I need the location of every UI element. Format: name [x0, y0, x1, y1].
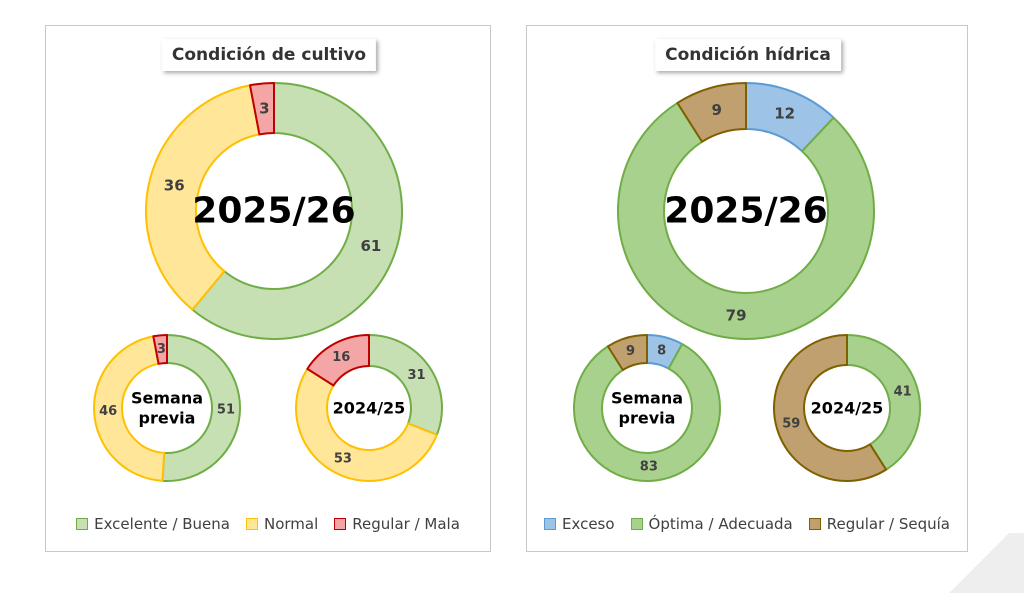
legend-item-normal: Normal	[246, 515, 318, 533]
slice-excelente-buena	[161, 334, 241, 482]
slice-normal	[93, 335, 166, 482]
slice-regular-mala	[306, 334, 370, 387]
data-label-normal: 36	[164, 176, 185, 194]
legend-label: Normal	[264, 515, 319, 533]
legend-swatch	[630, 518, 643, 530]
slice-optima-adecuada	[573, 343, 721, 482]
legend-item-optima-adecuada: Óptima / Adecuada	[630, 515, 793, 533]
data-label-regular-mala: 3	[157, 342, 166, 357]
data-label-normal: 53	[334, 452, 352, 467]
slice-regular-sequia	[773, 334, 888, 482]
donut-semana-previa: 51 46 3 Semana previa	[93, 334, 241, 482]
data-label-regular-sequia: 9	[711, 101, 721, 119]
donut-semana-previa: 8 83 9 Semana previa	[573, 334, 721, 482]
legend-swatch	[808, 518, 821, 530]
slice-normal	[295, 367, 438, 482]
legend-label: Regular / Sequía	[826, 515, 950, 533]
center-label: 2025/26	[192, 191, 355, 232]
data-label-regular-mala: 3	[259, 99, 269, 117]
crop-condition-title: Condición de cultivo	[161, 39, 377, 71]
donut-2025-26: 12 79 9 2025/26	[617, 82, 875, 340]
legend-swatch	[543, 518, 556, 530]
data-label-optima-adecuada: 83	[640, 459, 658, 474]
water-condition-legend: Exceso Óptima / Adecuada Regular / Sequí…	[527, 515, 967, 533]
legend-item-regular-sequia: Regular / Sequía	[808, 515, 950, 533]
slice-regular-mala	[152, 334, 168, 365]
data-label-excelente-buena: 51	[217, 402, 235, 417]
data-label-optima-adecuada: 41	[894, 384, 912, 399]
crop-condition-legend: Excelente / Buena Normal Regular / Mala	[46, 515, 490, 533]
donut-2025-26: 61 36 3 2025/26	[145, 82, 403, 340]
legend-label: Exceso	[561, 515, 615, 533]
data-label-exceso: 8	[657, 343, 666, 358]
slice-excelente-buena	[368, 334, 443, 436]
legend-item-exceso: Exceso	[543, 515, 615, 533]
data-label-regular-sequia: 59	[782, 417, 800, 432]
water-condition-chart: 12 79 9 2025/26 8 83 9 Semana previa 41 59 2024/25	[573, 82, 921, 482]
data-label-excelente-buena: 31	[408, 368, 426, 383]
center-label: 2025/26	[664, 191, 827, 232]
slice-optima-adecuada	[846, 334, 921, 471]
data-label-regular-sequia: 9	[626, 344, 635, 359]
slice-optima-adecuada	[617, 101, 875, 340]
legend-item-regular-mala: Regular / Mala	[334, 515, 460, 533]
slice-regular-sequia	[606, 334, 648, 372]
slice-regular-mala	[249, 82, 275, 136]
crop-condition-panel: Condición de cultivo 61 36 3 2025/26 51 46 3 Se…	[45, 25, 491, 552]
data-label-exceso: 12	[774, 104, 795, 122]
data-label-regular-mala: 16	[332, 350, 350, 365]
legend-label: Excelente / Buena	[94, 515, 230, 533]
slice-normal	[145, 84, 261, 311]
data-label-excelente-buena: 61	[360, 237, 381, 255]
corner-decoration	[934, 533, 1024, 593]
legend-swatch	[76, 518, 89, 530]
center-label: Semana previa	[611, 389, 683, 428]
center-label: 2024/25	[811, 399, 884, 418]
center-label: Semana previa	[131, 389, 203, 428]
data-label-normal: 46	[99, 404, 117, 419]
legend-label: Regular / Mala	[352, 515, 460, 533]
legend-label: Óptima / Adecuada	[648, 515, 793, 533]
legend-item-excelente-buena: Excelente / Buena	[76, 515, 230, 533]
crop-condition-chart: 61 36 3 2025/26 51 46 3 Semana previa 31 53 16 2024/…	[93, 82, 443, 482]
center-label: 2024/25	[333, 399, 406, 418]
donut-2024-25: 31 53 16 2024/25	[295, 334, 443, 482]
slice-excelente-buena	[191, 82, 403, 340]
donut-2024-25: 41 59 2024/25	[773, 334, 921, 482]
legend-swatch	[246, 518, 258, 530]
slice-regular-sequia	[676, 82, 747, 143]
data-label-optima-adecuada: 79	[726, 307, 747, 325]
water-condition-panel: Condición hídrica 12 79 9 2025/26 8 83 9 Semana…	[526, 25, 968, 552]
legend-swatch	[334, 518, 347, 530]
water-condition-title: Condición hídrica	[655, 39, 841, 71]
